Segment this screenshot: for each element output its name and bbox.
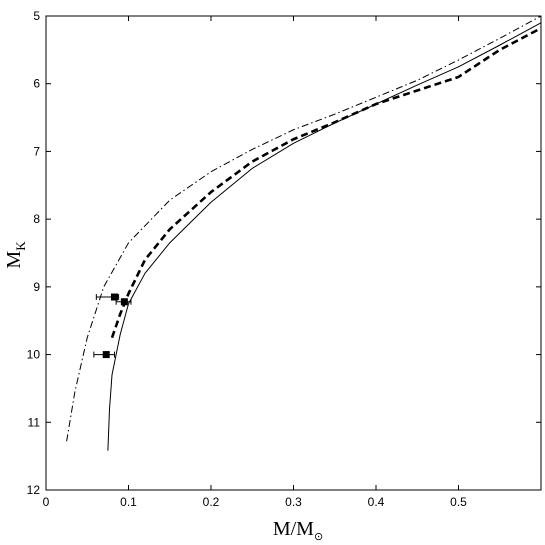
- data-points: [93, 293, 132, 359]
- y-tick-label: 9: [33, 280, 40, 294]
- series-line-solid: [107, 22, 542, 451]
- sun-symbol: ⊙: [314, 531, 323, 543]
- x-tick-label: 0: [43, 495, 50, 509]
- x-tick-label: 0.2: [203, 495, 220, 509]
- y-axis-ticks: 5 6 7 8 9 10 11 12: [27, 9, 541, 497]
- x-tick-label: 0.1: [120, 495, 137, 509]
- y-axis-label-subscript: K: [13, 241, 28, 251]
- y-axis-label: M: [3, 251, 25, 269]
- x-tick-label: 0.4: [368, 495, 385, 509]
- data-point-marker: [110, 293, 118, 301]
- x-tick-label: 0.3: [285, 495, 302, 509]
- y-tick-label: 6: [33, 77, 40, 91]
- x-tick-label: 0.5: [450, 495, 467, 509]
- x-axis-ticks: 0 0.1 0.2 0.3 0.4 0.5: [43, 16, 467, 509]
- y-tick-label: 8: [33, 212, 40, 226]
- y-tick-label: 12: [27, 483, 41, 497]
- y-tick-label: 7: [33, 144, 40, 158]
- data-point-marker: [120, 298, 128, 306]
- series-line-dashdot: [66, 15, 542, 442]
- plot-frame: [45, 15, 542, 491]
- data-point-marker: [102, 351, 110, 359]
- y-tick-label: 10: [27, 348, 41, 362]
- y-tick-label: 11: [28, 415, 41, 429]
- series-line-dashed: [110, 27, 542, 339]
- x-axis-label: M/M: [273, 518, 314, 540]
- model-curves: [66, 15, 542, 451]
- y-axis-title: MK: [3, 241, 28, 269]
- y-tick-label: 5: [33, 9, 40, 23]
- x-axis-title: M/M⊙: [273, 518, 323, 543]
